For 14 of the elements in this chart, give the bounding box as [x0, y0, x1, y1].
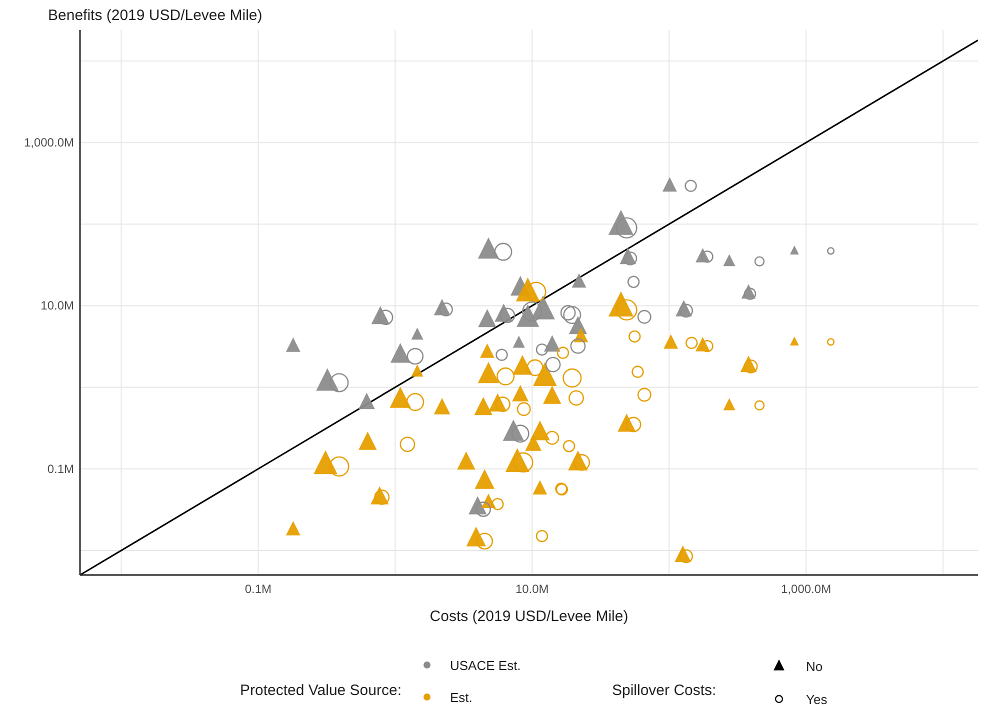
legend-title: Protected Value Source:	[240, 682, 402, 699]
x-tick-label: 0.1M	[244, 582, 272, 596]
x-tick-label: 1,000.0M	[781, 582, 832, 596]
text: Spillover Costs:	[612, 682, 716, 699]
y-axis-title: Benefits (2019 USD/Levee Mile)	[48, 7, 262, 24]
y-tick-label: 0.1M	[47, 462, 74, 476]
text: No	[806, 659, 823, 674]
x-axis-title: Costs (2019 USD/Levee Mile)	[430, 608, 628, 625]
legend-label: USACE Est.	[450, 658, 521, 673]
y-tick-label: 1,000.0M	[24, 136, 74, 150]
x-tick-label: 10.0M	[515, 582, 549, 596]
text: Yes	[806, 692, 828, 707]
legend-label: Est.	[450, 690, 472, 705]
y-tick-label: 10.0M	[40, 298, 74, 313]
